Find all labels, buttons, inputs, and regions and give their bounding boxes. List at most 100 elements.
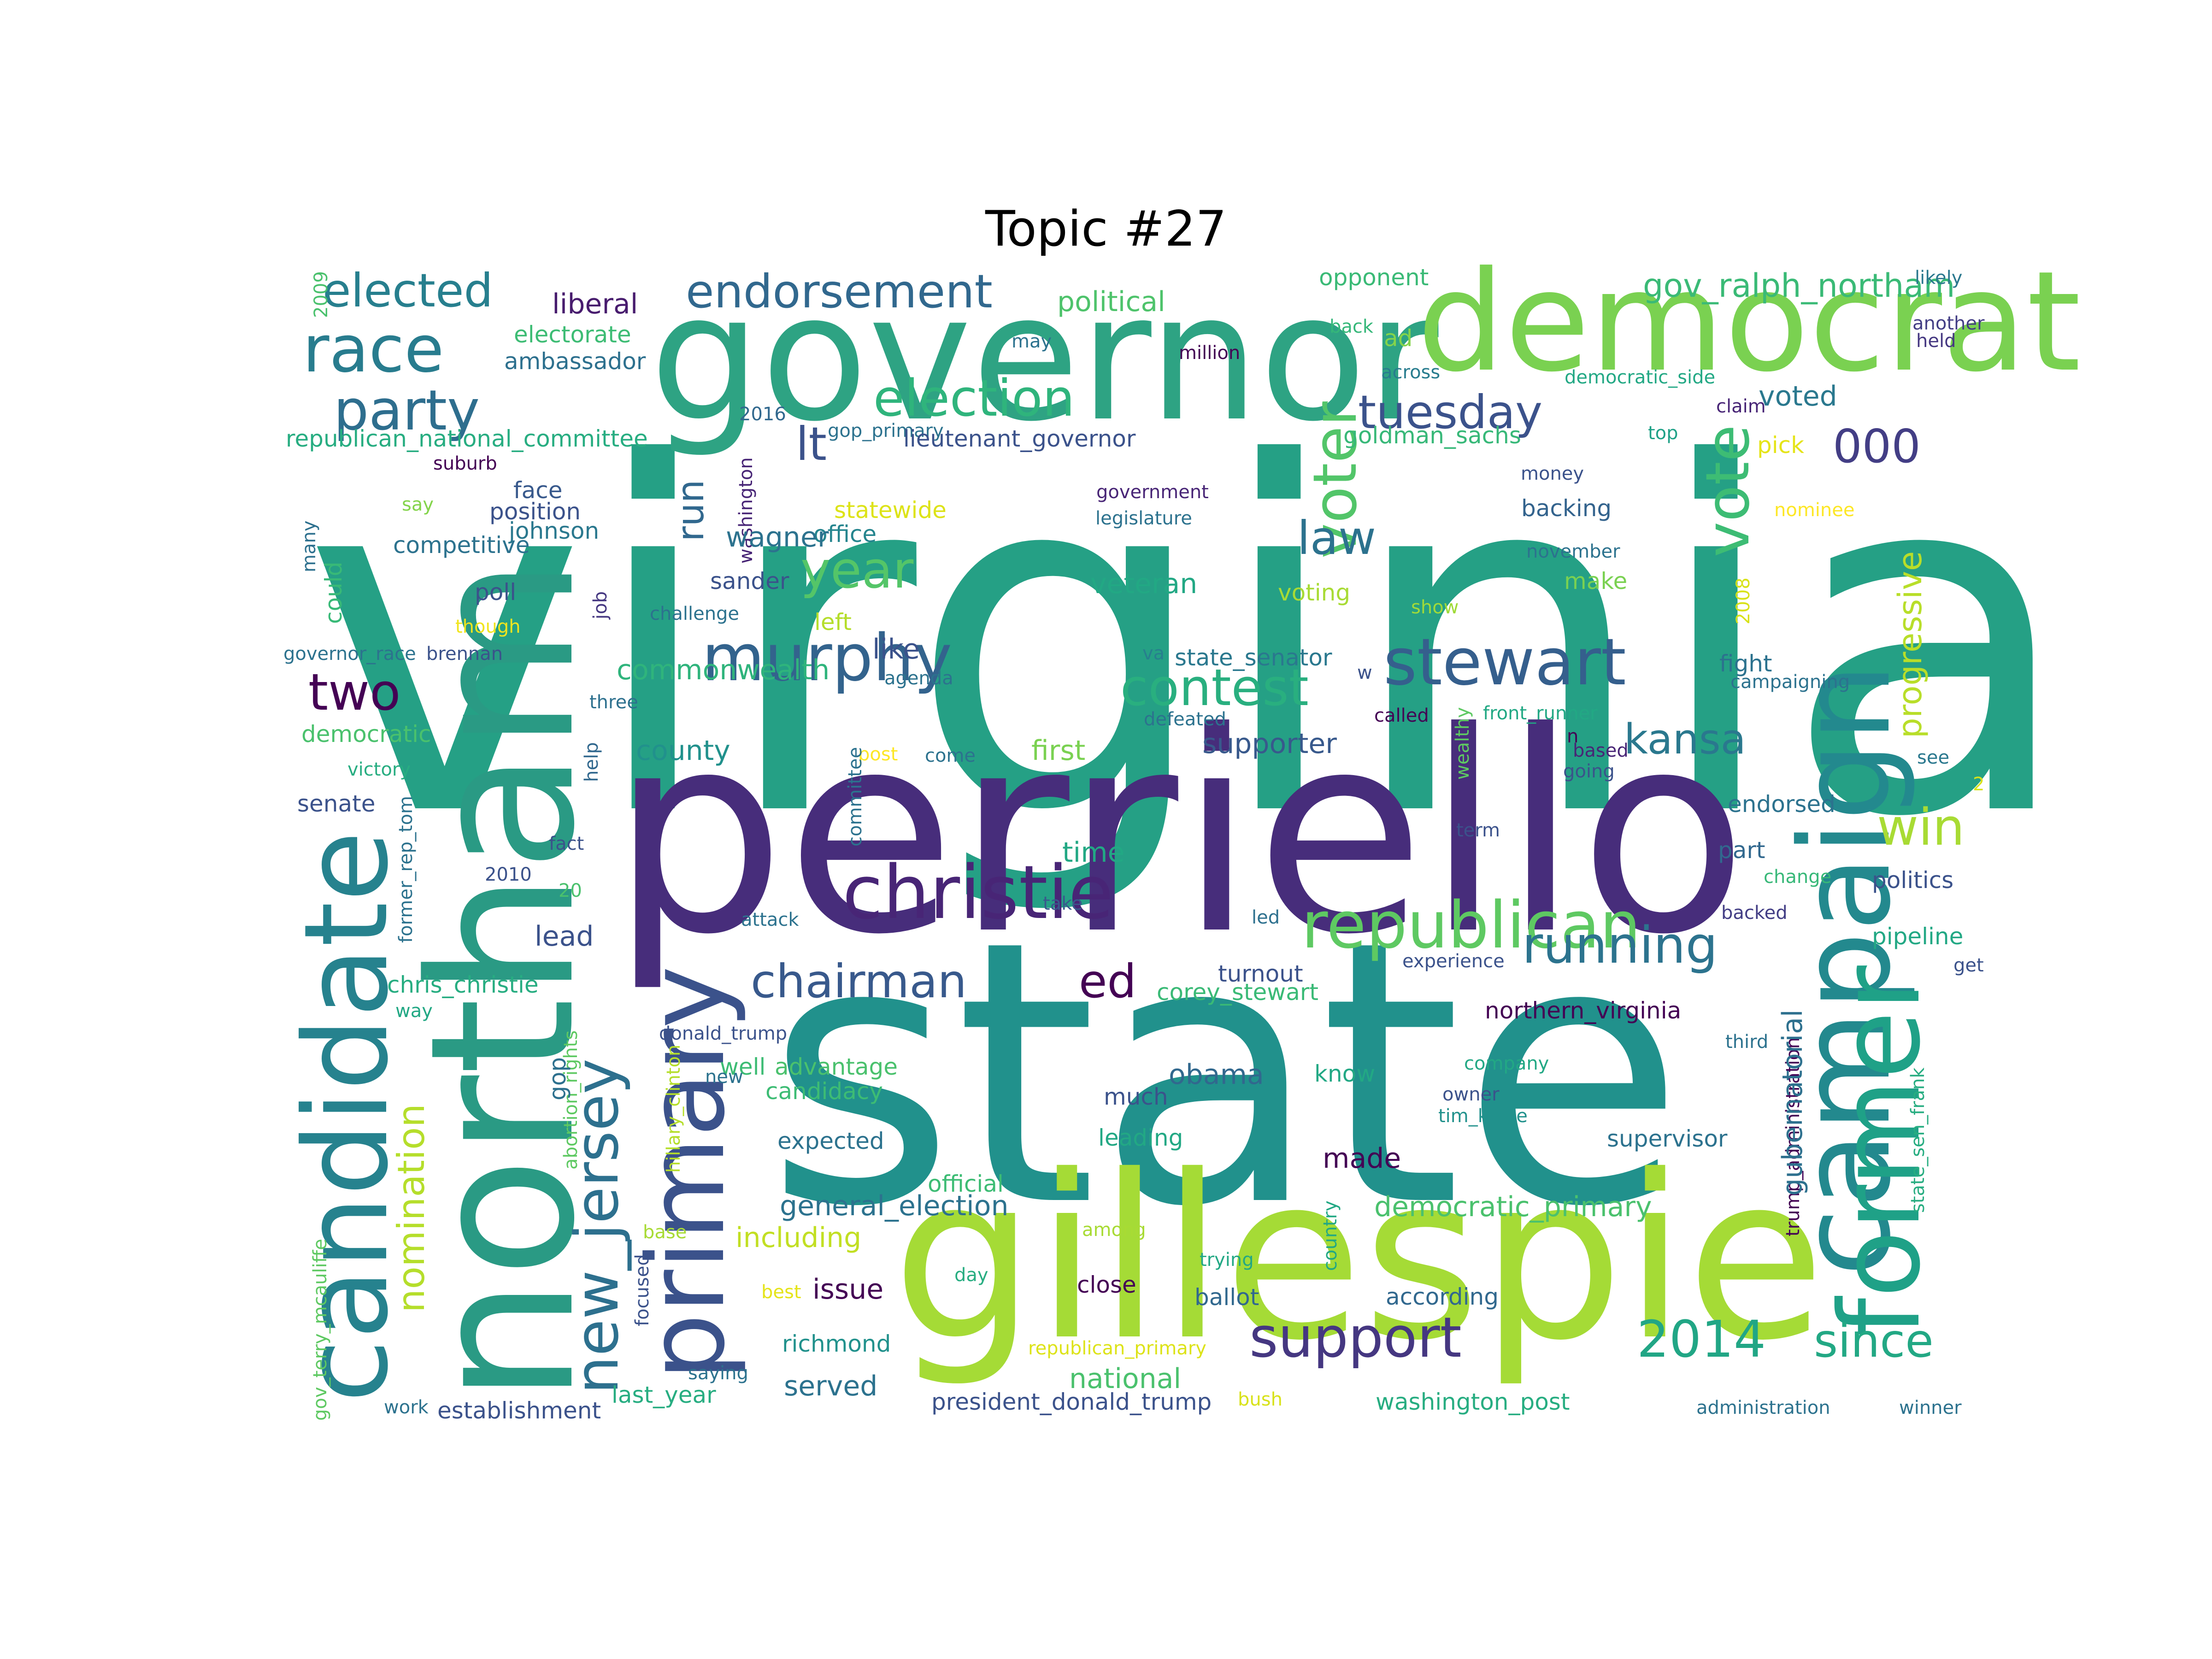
word-show: show bbox=[1411, 597, 1459, 618]
word-owner: owner bbox=[1442, 1084, 1500, 1105]
word-gillespie: gillespie bbox=[892, 1127, 1825, 1390]
word-new: new bbox=[705, 1066, 743, 1088]
word-perriello: perriello bbox=[610, 673, 1748, 995]
word-northern-virginia: northern_virginia bbox=[1485, 997, 1682, 1024]
word-000: 000 bbox=[1833, 419, 1921, 473]
word-candidate: candidate bbox=[279, 831, 413, 1403]
word-murphy: murphy bbox=[702, 621, 953, 696]
word-liberal: liberal bbox=[552, 288, 638, 320]
word-trying: trying bbox=[1200, 1249, 1254, 1271]
word-elected: elected bbox=[323, 264, 494, 318]
word-face: face bbox=[513, 477, 563, 504]
word-experience: experience bbox=[1402, 951, 1505, 972]
word-turnout: turnout bbox=[1218, 960, 1303, 987]
word-election: election bbox=[873, 369, 1075, 428]
word-change: change bbox=[1764, 866, 1832, 888]
word-served: served bbox=[784, 1370, 878, 1402]
word-running: running bbox=[1522, 916, 1718, 975]
word-christie: christie bbox=[842, 849, 1114, 935]
word-year: year bbox=[800, 541, 914, 600]
word-endorsed: endorsed bbox=[1728, 791, 1835, 818]
word-johnson: johnson bbox=[509, 518, 600, 544]
word-establishment: establishment bbox=[437, 1397, 601, 1424]
word-backed: backed bbox=[1721, 902, 1788, 924]
word-chris-christie: chris_christie bbox=[387, 971, 539, 998]
word-like: like bbox=[872, 633, 920, 665]
word-goldman-sachs: goldman_sachs bbox=[1343, 422, 1521, 449]
word-defeated: defeated bbox=[1144, 709, 1226, 730]
word-advantage: advantage bbox=[775, 1053, 898, 1080]
word-opponent: opponent bbox=[1319, 264, 1429, 291]
word-county: county bbox=[636, 735, 730, 767]
word-gop: gop bbox=[544, 1057, 571, 1100]
word-last-year: last_year bbox=[612, 1382, 716, 1408]
word-close: close bbox=[1077, 1271, 1136, 1298]
word-take: take bbox=[1043, 893, 1083, 914]
word-republican-primary: republican_primary bbox=[1028, 1338, 1206, 1359]
word-suburb: suburb bbox=[433, 453, 497, 474]
word-day: day bbox=[954, 1265, 988, 1286]
word-state: state bbox=[766, 863, 1685, 1286]
word-party: party bbox=[334, 379, 480, 443]
word-gubernatorial: gubernatorial bbox=[1777, 1009, 1809, 1196]
word-competitive: competitive bbox=[393, 532, 530, 559]
word-issue: issue bbox=[812, 1273, 884, 1306]
word-statewide: statewide bbox=[834, 497, 947, 524]
word-well: well bbox=[720, 1053, 766, 1080]
word-made: made bbox=[1323, 1142, 1401, 1175]
word-country: country bbox=[1320, 1200, 1341, 1271]
word-leading: leading bbox=[1098, 1124, 1183, 1151]
word-likely: likely bbox=[1915, 267, 1963, 288]
word-race: race bbox=[303, 312, 444, 387]
word-progressive: progressive bbox=[1891, 551, 1929, 738]
word-president-donald-trump: president_donald_trump bbox=[931, 1388, 1212, 1415]
word-virginia: virginia bbox=[303, 364, 2077, 922]
word-voted: voted bbox=[1759, 380, 1837, 412]
word-poll: poll bbox=[475, 579, 517, 606]
word-donald-trump: donald_trump bbox=[659, 1023, 788, 1044]
word-government: government bbox=[1096, 482, 1209, 503]
word-nomination: nomination bbox=[390, 1104, 433, 1312]
word-million: million bbox=[1179, 342, 1241, 364]
word-run: run bbox=[669, 479, 712, 541]
word-official: official bbox=[928, 1171, 1004, 1197]
word-going: going bbox=[1563, 761, 1615, 782]
word-supporter: supporter bbox=[1202, 728, 1337, 760]
word-richmond: richmond bbox=[782, 1330, 891, 1357]
word-lieutenant-governor: lieutenant_governor bbox=[903, 425, 1136, 452]
word-corey-stewart: corey_stewart bbox=[1157, 979, 1319, 1006]
word-wagner: wagner bbox=[726, 521, 829, 553]
word-general-election: general_election bbox=[780, 1190, 1009, 1222]
word-left: left bbox=[814, 609, 852, 635]
word-gov-ralph-northam: gov_ralph_northam bbox=[1643, 267, 1955, 305]
word-brennan: brennan bbox=[426, 643, 503, 665]
word-state-sen-frank: state_sen_frank bbox=[1907, 1067, 1929, 1213]
word-held: held bbox=[1916, 330, 1956, 352]
word-endorsement: endorsement bbox=[686, 265, 993, 318]
word-stewart: stewart bbox=[1383, 625, 1626, 700]
word-another: another bbox=[1912, 313, 1985, 334]
word-based: based bbox=[1573, 740, 1629, 761]
word-pick: pick bbox=[1757, 432, 1805, 459]
word-november: november bbox=[1526, 541, 1620, 562]
word-base: base bbox=[643, 1222, 687, 1243]
word-law: law bbox=[1297, 511, 1376, 565]
word-agenda: agenda bbox=[884, 668, 953, 689]
word-say: say bbox=[402, 494, 434, 515]
word-focused: focused bbox=[632, 1254, 653, 1326]
word-get: get bbox=[1953, 955, 1984, 976]
word-politics: politics bbox=[1872, 867, 1954, 894]
word-many: many bbox=[299, 520, 320, 573]
word-including: including bbox=[735, 1222, 862, 1254]
word-former-rep-tom: former_rep_tom bbox=[395, 795, 417, 943]
word-ballot: ballot bbox=[1194, 1284, 1259, 1311]
word-2009: 2009 bbox=[311, 271, 332, 318]
word-w: w bbox=[1357, 662, 1372, 683]
word-best: best bbox=[761, 1282, 801, 1303]
word-see: see bbox=[1917, 747, 1950, 768]
word-since: since bbox=[1814, 1314, 1934, 1368]
word-part: part bbox=[1718, 837, 1765, 864]
word-sander: sander bbox=[710, 568, 789, 594]
word-state-senator: state_senator bbox=[1175, 644, 1332, 671]
